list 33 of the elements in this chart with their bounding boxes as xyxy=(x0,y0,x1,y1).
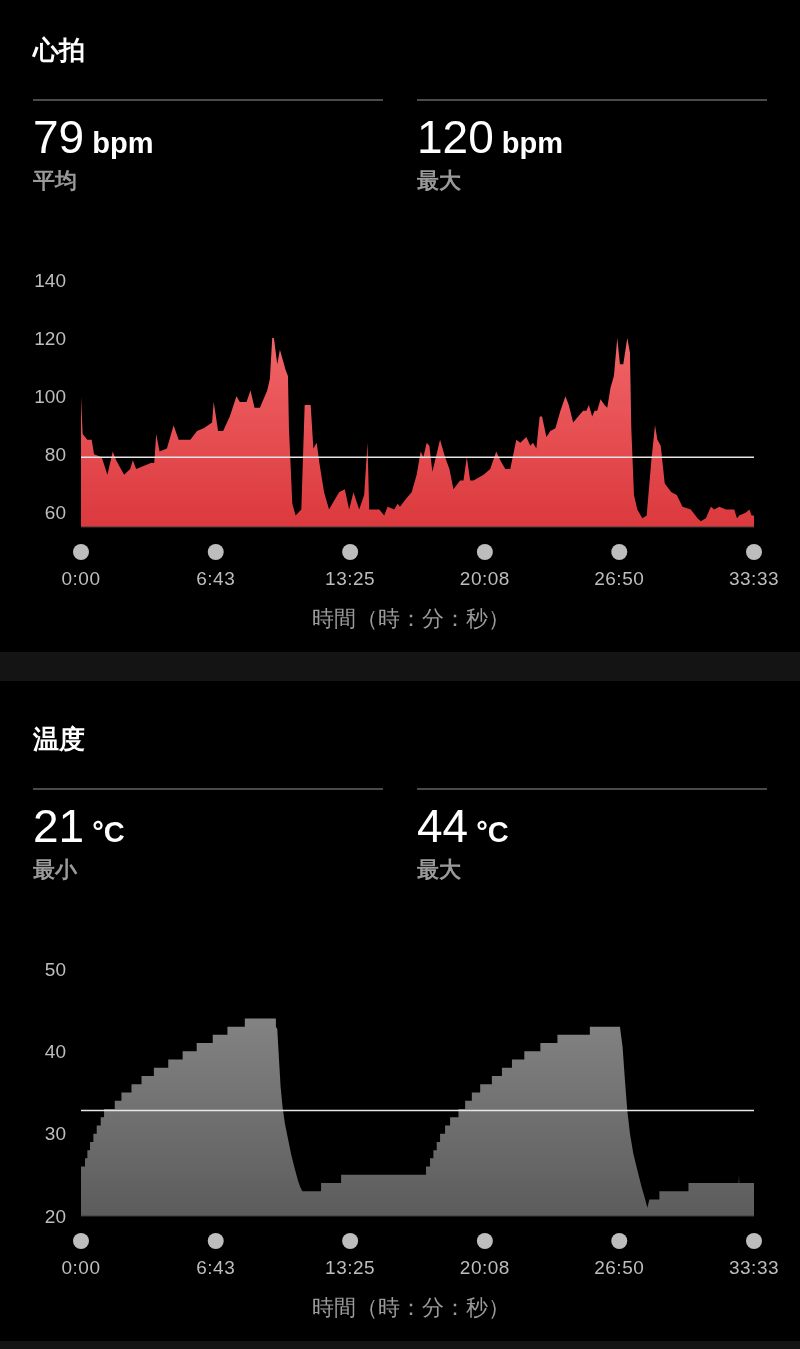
x-tick-label: 0:00 xyxy=(61,567,101,589)
text: 44 °C xyxy=(417,800,509,852)
x-tick-label: 26:50 xyxy=(594,567,645,589)
x-tick-label: 13:25 xyxy=(325,1256,376,1278)
y-tick-label: 40 xyxy=(44,1040,66,1062)
x-tick-label: 6:43 xyxy=(196,567,236,589)
text: 最小 xyxy=(32,857,78,882)
x-tick-label: 26:50 xyxy=(594,1256,645,1278)
y-tick-label: 60 xyxy=(44,501,66,523)
x-tick-label: 6:43 xyxy=(196,1256,236,1278)
text: 最大 xyxy=(416,168,462,193)
text: 平均 xyxy=(32,168,77,193)
text: 21 °C xyxy=(33,800,125,852)
y-tick-label: 80 xyxy=(44,443,66,465)
x-tick-label: 33:33 xyxy=(728,567,780,589)
text: 79 bpm xyxy=(33,111,154,163)
x-tick-label: 20:08 xyxy=(459,567,510,589)
x-tick-label: 20:08 xyxy=(459,1256,510,1278)
text: 120 bpm xyxy=(417,111,564,163)
x-axis-title: 時間（時：分：秒） xyxy=(312,605,510,631)
x-tick-label: 13:25 xyxy=(325,567,376,589)
y-tick-label: 100 xyxy=(34,385,66,407)
y-tick-label: 50 xyxy=(44,958,66,980)
y-tick-label: 30 xyxy=(44,1123,66,1145)
y-tick-label: 120 xyxy=(34,327,66,349)
text: 最大 xyxy=(416,857,462,882)
y-tick-label: 20 xyxy=(44,1205,66,1227)
x-tick-label: 33:33 xyxy=(728,1256,780,1278)
chart-title: 心拍 xyxy=(31,35,85,65)
y-tick-label: 140 xyxy=(34,269,66,291)
chart-title: 温度 xyxy=(32,724,85,754)
x-tick-label: 0:00 xyxy=(61,1256,101,1278)
x-axis-title: 時間（時：分：秒） xyxy=(312,1294,510,1320)
